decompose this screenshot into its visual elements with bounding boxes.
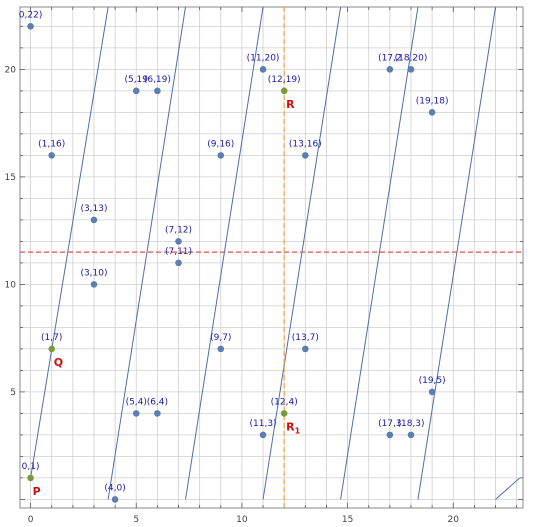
data-point [175,259,182,267]
data-point [90,281,98,288]
sloped-line [184,6,264,500]
y-tick-label: 20 [5,65,17,75]
point-label: (6,4) [147,397,168,407]
sloped-lines [30,6,521,500]
point-label: (11,20) [247,53,280,63]
point-label: 0,22) [19,10,43,20]
point-label: (19,18) [416,96,449,106]
point-label: (19,5) [419,376,446,386]
data-point [27,23,34,30]
point-label: (3,10) [80,268,107,278]
data-point [217,345,225,353]
point-label: (18,20) [395,53,428,63]
data-point [407,66,415,73]
data-point [386,66,394,73]
point-label: (7,12) [165,225,192,235]
y-tick-label: 15 [5,173,16,183]
special-point-label: Q [54,356,63,369]
data-point [27,474,34,482]
frame-border [19,6,524,509]
special-point-label: R1 [286,420,300,435]
data-point [217,152,225,159]
y-tick-label: 10 [5,280,17,290]
point-label: (4,0) [104,483,125,493]
data-point [280,410,288,417]
axis-ticks: 0 5 10 15 20 5 10 15 20 [5,7,523,525]
data-point [90,216,98,224]
special-point-label: R [286,98,295,111]
sloped-line [495,477,521,500]
point-label: (5,4) [126,397,147,407]
data-point [386,431,394,439]
point-label: (11,3) [250,419,277,429]
plot-frame [19,6,524,509]
data-point [259,66,267,73]
point-label: 0,1) [22,462,40,472]
data-point [175,238,182,245]
data-points [27,23,436,503]
data-point [302,152,309,159]
point-label: (9,16) [207,139,234,149]
x-tick-label: 20 [448,515,460,525]
point-label: (1,7) [41,333,62,343]
data-point [280,87,288,95]
point-label: (3,13) [80,204,107,214]
point-label: (7,11) [165,247,192,257]
point-label: (5,19 [124,75,148,85]
sloped-line [340,6,419,500]
point-label: (1,16) [38,139,65,149]
x-tick-label: 5 [133,515,139,525]
point-labels: 0,22) (5,19(6,19) (11,20) (12,19) (17,2(18,2… [19,10,449,493]
special-point-label: P [33,485,41,498]
point-label: (18,3) [397,419,424,429]
y-tick-label: 5 [10,388,16,398]
sloped-line [107,6,186,500]
point-label: (13,16) [289,139,322,149]
data-point [428,109,436,116]
data-point [259,431,267,439]
point-label: (12,19) [268,75,301,85]
point-label: (9,7) [210,333,231,343]
point-label: (6,19) [144,75,171,85]
data-point [132,410,140,417]
sloped-line [262,6,342,500]
point-label: (12,4) [271,397,298,407]
x-tick-label: 10 [236,515,248,525]
x-tick-label: 0 [28,515,34,525]
data-point [154,410,161,417]
point-label: (17,3 [378,419,402,429]
point-label: (17,2 [378,53,402,63]
special-label-subscript: 1 [295,426,301,435]
data-point [407,431,415,439]
x-tick-label: 15 [342,515,353,525]
data-point [132,87,140,95]
data-point [302,345,309,353]
point-label: (13,7) [292,333,319,343]
data-point [154,87,161,95]
data-point [428,388,436,396]
data-point [48,152,56,159]
sloped-line [30,6,109,478]
data-point [48,345,56,353]
sloped-line [417,6,497,500]
data-point [111,496,119,503]
